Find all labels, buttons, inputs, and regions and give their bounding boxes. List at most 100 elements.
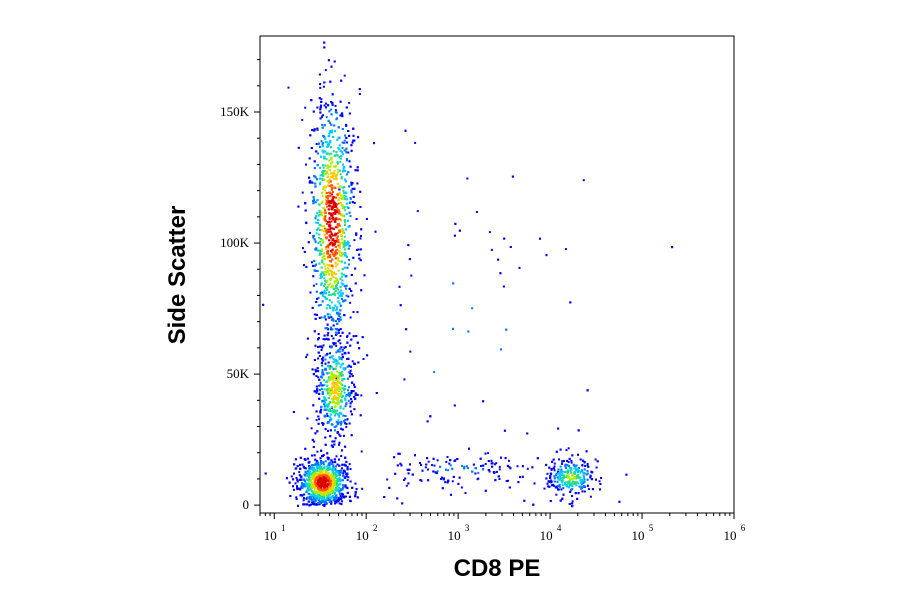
event-dot [313, 167, 316, 170]
event-dot [337, 186, 340, 189]
event-dot [338, 471, 341, 474]
event-dot [568, 457, 571, 460]
event-dot [333, 240, 336, 242]
event-dot [452, 327, 454, 330]
event-dot [331, 410, 334, 413]
event-dot [318, 392, 321, 395]
event-dot [550, 468, 553, 470]
event-dot [322, 257, 325, 260]
event-dot [577, 469, 580, 472]
event-dot [329, 409, 332, 412]
event-dot [499, 272, 502, 275]
event-dot [324, 428, 327, 431]
event-dot [318, 253, 321, 256]
event-dot [318, 500, 321, 503]
event-dot [316, 128, 319, 131]
event-dot [320, 466, 323, 468]
event-dot [577, 453, 579, 456]
event-dot [344, 254, 346, 257]
event-dot [340, 420, 343, 423]
event-dot [316, 178, 319, 181]
event-dot [467, 330, 470, 333]
event-dot [341, 331, 344, 334]
event-dot [336, 256, 339, 259]
event-dot [425, 463, 428, 466]
event-dot [335, 420, 338, 423]
event-dot [331, 445, 334, 448]
event-dot [317, 218, 320, 221]
event-dot [589, 495, 592, 498]
event-dot [336, 379, 339, 382]
event-dot [345, 403, 348, 406]
event-dot [330, 484, 333, 486]
event-dot [336, 328, 338, 331]
event-dot [574, 472, 577, 475]
event-dot [352, 311, 355, 313]
event-dot [599, 488, 601, 491]
event-dot [334, 468, 337, 471]
event-dot [575, 481, 578, 484]
event-dot [330, 335, 333, 337]
event-dot [323, 414, 326, 417]
event-dot [317, 214, 320, 217]
event-dot [343, 261, 346, 264]
event-dot [345, 255, 348, 258]
event-dot [316, 212, 319, 215]
event-dot [427, 460, 430, 463]
event-dot [352, 335, 355, 338]
event-dot [323, 285, 325, 287]
event-dot [323, 135, 326, 138]
event-dot [320, 405, 323, 408]
event-dot [316, 472, 319, 475]
event-dot [346, 491, 349, 494]
event-dot [318, 229, 321, 231]
event-dot [338, 312, 341, 315]
event-dot [556, 485, 558, 488]
event-dot [316, 127, 319, 130]
event-dot [301, 487, 304, 489]
event-dot [315, 375, 318, 377]
event-dot [337, 212, 340, 215]
event-dot [321, 468, 324, 471]
event-dot [327, 267, 330, 270]
event-dot [577, 482, 580, 485]
event-dot [328, 178, 331, 181]
event-dot [333, 443, 336, 446]
event-dot [327, 201, 330, 204]
event-dot [356, 182, 359, 185]
event-dot [292, 478, 295, 481]
event-dot [324, 141, 327, 144]
event-dot [343, 244, 346, 247]
event-dot [344, 178, 347, 181]
event-dot [484, 462, 487, 465]
event-dot [315, 391, 318, 394]
event-dot [341, 260, 343, 263]
event-dot [479, 457, 482, 460]
event-dot [416, 210, 419, 213]
event-dot [582, 476, 585, 479]
event-dot [309, 479, 312, 481]
event-dot [334, 473, 337, 476]
event-dot [323, 379, 326, 382]
event-dot [420, 479, 423, 482]
event-dot [336, 350, 339, 353]
event-dot [323, 396, 326, 399]
event-dot [338, 148, 341, 151]
event-dot [353, 187, 356, 190]
event-dot [324, 327, 327, 330]
event-dot [487, 460, 490, 462]
event-dot [338, 372, 340, 375]
event-dot [315, 247, 318, 250]
event-dot [337, 136, 340, 139]
event-dot [334, 287, 337, 290]
event-dot [333, 280, 336, 283]
event-dot [349, 365, 352, 368]
event-dot [344, 387, 347, 390]
event-dot [574, 466, 577, 469]
event-dot [334, 290, 337, 293]
event-dot [321, 346, 324, 349]
event-dot [322, 114, 325, 117]
event-dot [325, 497, 328, 500]
event-dot [331, 319, 334, 321]
event-dot [293, 463, 296, 466]
